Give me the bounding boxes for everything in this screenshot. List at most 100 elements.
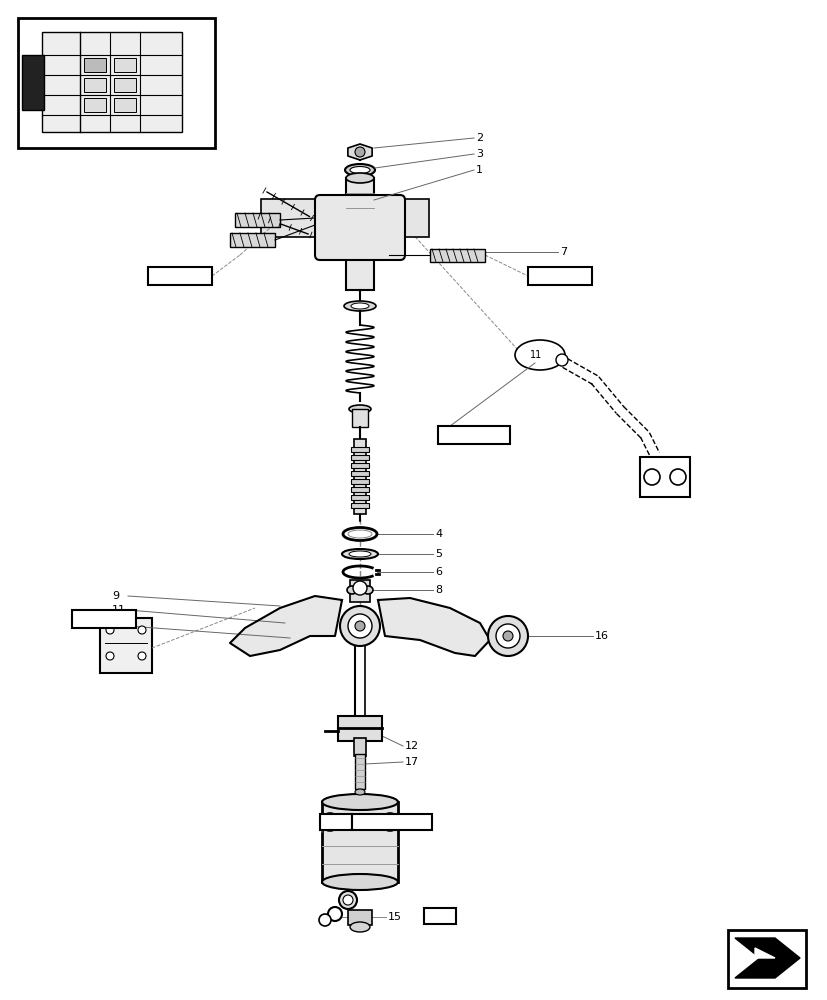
- Ellipse shape: [348, 551, 370, 557]
- Circle shape: [342, 895, 352, 905]
- Text: 11: 11: [529, 350, 542, 360]
- Polygon shape: [378, 598, 490, 656]
- Bar: [322, 802, 398, 882]
- Bar: [351, 814, 432, 830]
- Ellipse shape: [346, 173, 374, 183]
- Circle shape: [487, 616, 528, 656]
- Polygon shape: [734, 938, 799, 978]
- Bar: [84, 78, 106, 92]
- Circle shape: [138, 652, 146, 660]
- Bar: [374, 199, 428, 237]
- Bar: [72, 610, 136, 628]
- Text: 13: 13: [322, 817, 336, 827]
- Text: 11: 11: [112, 605, 126, 615]
- Circle shape: [495, 624, 519, 648]
- Text: 3: 3: [476, 149, 482, 159]
- Bar: [114, 78, 136, 92]
- Bar: [351, 479, 369, 484]
- Text: 16: 16: [595, 631, 609, 641]
- Ellipse shape: [322, 794, 398, 810]
- Bar: [351, 463, 369, 468]
- Circle shape: [327, 907, 342, 921]
- Ellipse shape: [347, 586, 356, 594]
- Text: 6: 6: [434, 567, 442, 577]
- Bar: [350, 580, 370, 602]
- Bar: [84, 98, 106, 112]
- Bar: [84, 58, 106, 72]
- Bar: [639, 457, 689, 497]
- Ellipse shape: [343, 301, 375, 311]
- Bar: [354, 439, 366, 514]
- Text: 1.92.26: 1.92.26: [441, 430, 483, 440]
- Bar: [319, 814, 351, 830]
- Text: 15: 15: [388, 912, 402, 922]
- Bar: [114, 58, 136, 72]
- Text: 8: 8: [434, 585, 442, 595]
- Bar: [351, 471, 369, 476]
- Circle shape: [643, 469, 659, 485]
- Circle shape: [380, 813, 399, 831]
- Circle shape: [338, 891, 356, 909]
- Circle shape: [355, 147, 365, 157]
- Bar: [114, 98, 136, 112]
- Ellipse shape: [348, 405, 370, 413]
- Circle shape: [355, 621, 365, 631]
- Bar: [148, 267, 212, 285]
- Circle shape: [555, 354, 567, 366]
- Ellipse shape: [322, 874, 398, 890]
- FancyBboxPatch shape: [314, 195, 404, 260]
- Bar: [351, 447, 369, 452]
- Text: PAG. 2: PAG. 2: [76, 614, 112, 624]
- Text: 1: 1: [476, 165, 482, 175]
- Bar: [100, 618, 152, 673]
- Bar: [351, 487, 369, 492]
- Circle shape: [669, 469, 686, 485]
- Bar: [230, 233, 275, 247]
- Bar: [727, 930, 805, 988]
- Circle shape: [106, 626, 114, 634]
- Bar: [42, 32, 182, 132]
- Bar: [351, 495, 369, 500]
- Circle shape: [318, 914, 331, 926]
- Polygon shape: [230, 596, 342, 656]
- Ellipse shape: [345, 164, 375, 176]
- Circle shape: [352, 581, 366, 595]
- Text: 10: 10: [112, 621, 126, 631]
- Bar: [351, 503, 369, 508]
- Bar: [423, 908, 456, 924]
- Bar: [437, 426, 509, 444]
- Bar: [351, 455, 369, 460]
- Ellipse shape: [362, 586, 372, 594]
- Circle shape: [502, 631, 513, 641]
- Bar: [22, 55, 44, 110]
- Bar: [528, 267, 591, 285]
- Ellipse shape: [350, 167, 370, 174]
- Text: 7: 7: [559, 247, 566, 257]
- Text: 4: 4: [434, 529, 442, 539]
- Text: 12: 12: [404, 741, 418, 751]
- Ellipse shape: [514, 340, 564, 370]
- Circle shape: [138, 626, 146, 634]
- Bar: [354, 738, 366, 756]
- Circle shape: [347, 614, 371, 638]
- Bar: [355, 754, 365, 789]
- Bar: [429, 249, 485, 262]
- Bar: [337, 716, 381, 741]
- Text: 5: 5: [434, 549, 442, 559]
- Ellipse shape: [351, 303, 369, 309]
- Ellipse shape: [342, 528, 376, 540]
- Text: PAG. 2: PAG. 2: [152, 271, 188, 281]
- Text: 2: 2: [476, 133, 482, 143]
- Circle shape: [340, 606, 380, 646]
- Ellipse shape: [350, 922, 370, 932]
- Polygon shape: [754, 948, 774, 958]
- Bar: [347, 910, 371, 925]
- Circle shape: [106, 652, 114, 660]
- Ellipse shape: [342, 549, 378, 559]
- Polygon shape: [347, 144, 371, 160]
- Ellipse shape: [347, 530, 371, 538]
- Bar: [235, 213, 280, 227]
- Text: 1.80.4/A: 1.80.4/A: [355, 817, 401, 827]
- Circle shape: [321, 813, 338, 831]
- Ellipse shape: [355, 789, 365, 795]
